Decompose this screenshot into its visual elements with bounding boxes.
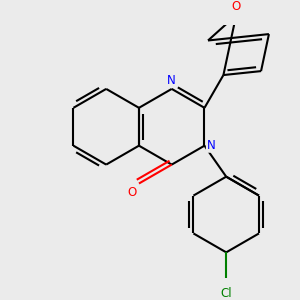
Text: Cl: Cl	[220, 286, 232, 299]
Text: O: O	[128, 185, 137, 199]
Text: N: N	[206, 139, 215, 152]
Text: O: O	[232, 0, 241, 13]
Text: N: N	[167, 74, 176, 87]
